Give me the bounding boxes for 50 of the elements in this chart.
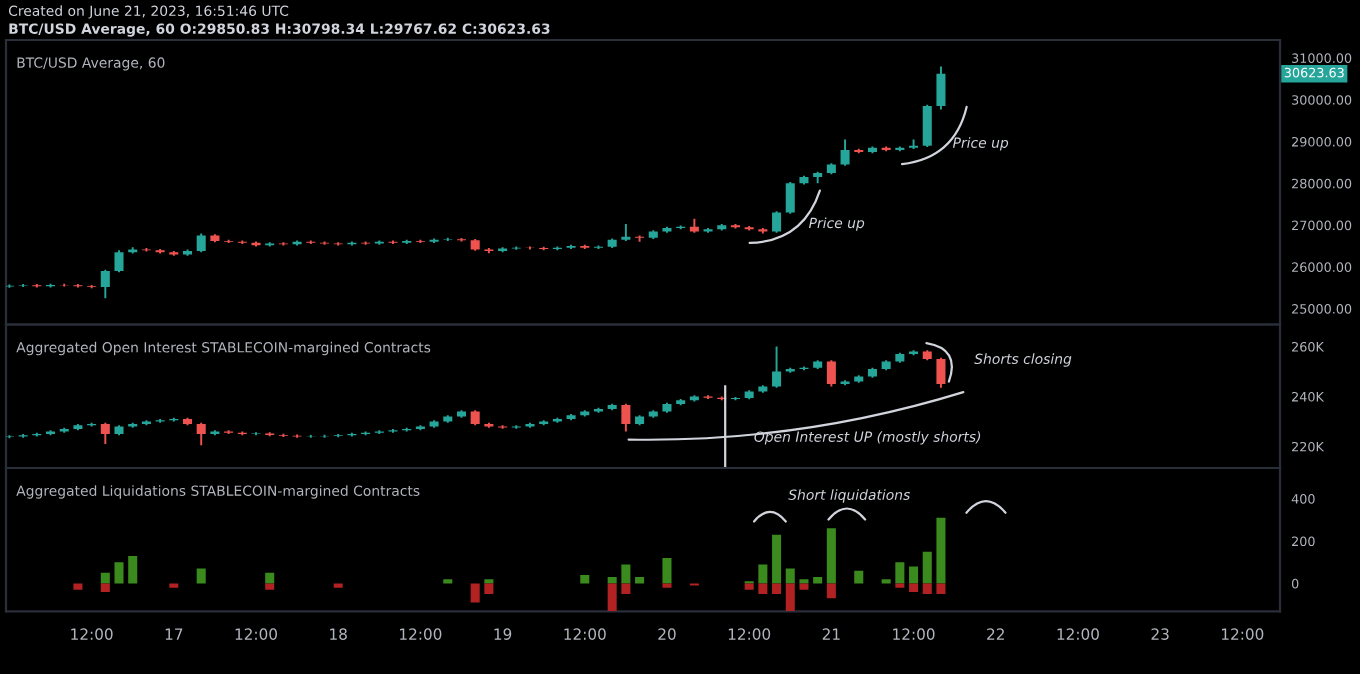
bar — [73, 583, 83, 590]
candlestick — [100, 268, 110, 300]
bar — [772, 583, 782, 595]
bar — [744, 583, 754, 590]
candlestick — [826, 359, 836, 388]
bar — [813, 577, 823, 584]
bar — [895, 562, 905, 584]
bar — [621, 564, 631, 584]
bar — [909, 566, 919, 584]
candlestick — [621, 402, 631, 433]
bar — [128, 555, 138, 584]
bar — [635, 577, 645, 584]
bar — [909, 583, 919, 592]
bar — [621, 583, 631, 595]
bar — [114, 562, 124, 584]
candlestick — [196, 421, 206, 447]
bar — [922, 551, 932, 584]
candlestick — [100, 421, 110, 445]
candlestick — [196, 232, 206, 254]
bar — [758, 583, 768, 595]
bar — [196, 568, 206, 584]
candlestick — [922, 103, 932, 148]
bar — [100, 583, 110, 592]
bar — [100, 572, 110, 584]
bar — [854, 570, 864, 584]
bar — [484, 583, 494, 595]
bar — [936, 583, 946, 595]
candlestick — [936, 356, 946, 389]
candlestick — [936, 65, 946, 111]
bar — [265, 572, 275, 584]
bar — [785, 583, 795, 611]
bar — [607, 577, 617, 584]
bar — [772, 534, 782, 584]
candlestick — [772, 210, 782, 234]
candlestick — [772, 345, 782, 389]
bar — [922, 583, 932, 595]
bar — [580, 574, 590, 584]
candlestick — [785, 181, 795, 215]
bar — [607, 583, 617, 611]
bar — [799, 583, 809, 590]
bar — [470, 583, 480, 603]
bar — [265, 583, 275, 590]
bar — [936, 517, 946, 584]
candlestick — [114, 249, 124, 274]
bar — [758, 564, 768, 584]
bar — [785, 568, 795, 584]
bar — [826, 583, 836, 599]
bar — [826, 528, 836, 584]
candlestick — [840, 138, 850, 167]
bar — [662, 558, 672, 584]
